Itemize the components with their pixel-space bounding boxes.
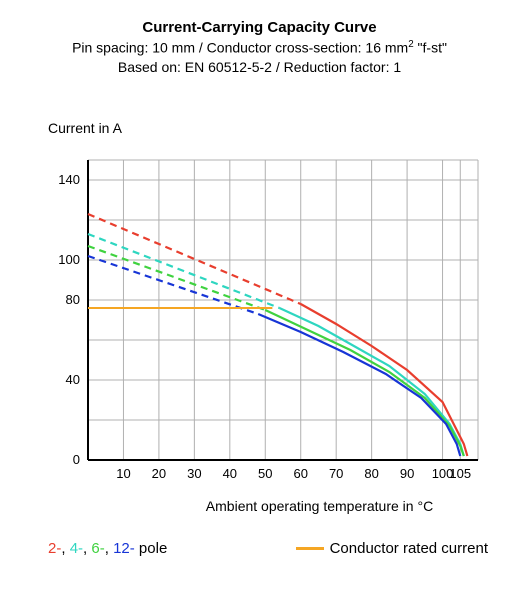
svg-text:90: 90 bbox=[400, 466, 414, 481]
svg-text:50: 50 bbox=[258, 466, 272, 481]
legend-poles: 2-, 4-, 6-, 12- pole bbox=[48, 540, 167, 557]
chart-subtitle-2: Based on: EN 60512-5-2 / Reduction facto… bbox=[0, 58, 519, 77]
x-axis-label: Ambient operating temperature in °C bbox=[0, 498, 519, 514]
svg-text:40: 40 bbox=[223, 466, 237, 481]
legend-4pole: 4- bbox=[70, 540, 83, 557]
svg-text:30: 30 bbox=[187, 466, 201, 481]
legend-pole-suffix: pole bbox=[139, 540, 167, 557]
svg-text:105: 105 bbox=[449, 466, 471, 481]
chart-subtitle-1: Pin spacing: 10 mm / Conductor cross-sec… bbox=[0, 38, 519, 58]
legend: 2-, 4-, 6-, 12- pole Conductor rated cur… bbox=[48, 540, 488, 557]
svg-text:80: 80 bbox=[364, 466, 378, 481]
chart-svg: 10203040506070809010010504080100140 bbox=[48, 150, 488, 490]
chart-title-block: Current-Carrying Capacity Curve Pin spac… bbox=[0, 0, 519, 77]
legend-rated-line bbox=[296, 547, 324, 550]
legend-12pole: 12- bbox=[113, 540, 135, 557]
svg-text:140: 140 bbox=[58, 172, 80, 187]
svg-text:100: 100 bbox=[58, 252, 80, 267]
legend-rated: Conductor rated current bbox=[296, 540, 488, 557]
chart-area: 10203040506070809010010504080100140 bbox=[48, 150, 488, 470]
svg-text:70: 70 bbox=[329, 466, 343, 481]
legend-2pole: 2- bbox=[48, 540, 61, 557]
svg-text:0: 0 bbox=[73, 452, 80, 467]
svg-text:40: 40 bbox=[66, 372, 80, 387]
y-axis-label: Current in A bbox=[48, 120, 122, 136]
chart-title: Current-Carrying Capacity Curve bbox=[0, 18, 519, 38]
legend-rated-label: Conductor rated current bbox=[330, 540, 488, 557]
svg-text:80: 80 bbox=[66, 292, 80, 307]
legend-6pole: 6- bbox=[91, 540, 104, 557]
svg-text:10: 10 bbox=[116, 466, 130, 481]
svg-text:60: 60 bbox=[293, 466, 307, 481]
svg-text:20: 20 bbox=[152, 466, 166, 481]
